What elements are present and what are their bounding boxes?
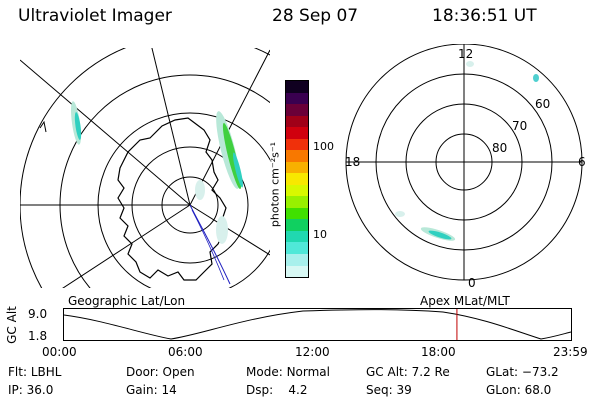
mlt-label-18: 18 bbox=[345, 155, 361, 169]
colorbar bbox=[285, 80, 309, 278]
time-tick-2359: 23:59 bbox=[553, 345, 588, 359]
mlt-label-0: 0 bbox=[468, 276, 476, 290]
colorbar-tick-100: 100 bbox=[313, 140, 334, 153]
colorbar-segment bbox=[286, 92, 308, 105]
altitude-tick-high: 9.0 bbox=[28, 307, 48, 321]
mlt-label-6: 6 bbox=[578, 155, 586, 169]
instrument-title: Ultraviolet Imager bbox=[18, 6, 172, 26]
lat-circle bbox=[59, 74, 270, 288]
colorbar-unit-label: photon cm⁻²s⁻¹ bbox=[268, 141, 282, 228]
polar-panel-label: Apex MLat/MLT bbox=[420, 294, 510, 308]
colorbar-segment bbox=[286, 265, 308, 278]
colorbar-segment bbox=[286, 138, 308, 151]
altitude-tick-low: 1.8 bbox=[28, 329, 48, 343]
meridian-line bbox=[189, 204, 270, 256]
status-flt: Flt: LBHL bbox=[8, 365, 62, 379]
meridian-line bbox=[20, 59, 191, 206]
status-mode: Mode: Normal bbox=[246, 365, 330, 379]
time-label: 18:36:51 UT bbox=[432, 6, 537, 26]
mlat-label-80: 80 bbox=[492, 141, 508, 155]
mlat-label-70: 70 bbox=[512, 119, 528, 133]
colorbar-segment bbox=[286, 253, 308, 266]
orbit-track bbox=[191, 209, 225, 281]
time-tick-0600: 06:00 bbox=[168, 345, 203, 359]
orbit-track bbox=[189, 204, 231, 285]
colorbar-segment bbox=[286, 104, 308, 116]
colorbar-segment bbox=[286, 161, 308, 174]
time-tick-1200: 12:00 bbox=[295, 345, 330, 359]
date-label: 28 Sep 07 bbox=[272, 6, 359, 26]
colorbar-segment bbox=[286, 81, 308, 93]
colorbar-tick-10: 10 bbox=[313, 228, 327, 241]
altitude-curve bbox=[63, 309, 572, 340]
colorbar-segment bbox=[286, 196, 308, 208]
geo-panel-label: Geographic Lat/Lon bbox=[68, 294, 186, 308]
continent-outline bbox=[117, 117, 227, 281]
mlt-label-12: 12 bbox=[458, 47, 474, 61]
status-ip: IP: 36.0 bbox=[8, 383, 54, 397]
status-seq: Seq: 39 bbox=[366, 383, 412, 397]
geographic-map bbox=[20, 48, 270, 288]
status-gain: Gain: 14 bbox=[126, 383, 177, 397]
colorbar-segment bbox=[286, 173, 308, 185]
status-glat: GLat: −73.2 bbox=[486, 365, 559, 379]
status-door: Door: Open bbox=[126, 365, 195, 379]
time-tick-0000: 00:00 bbox=[42, 345, 77, 359]
meridian-line bbox=[189, 49, 270, 206]
colorbar-segment bbox=[286, 242, 308, 254]
altitude-axis-label: GC Alt bbox=[5, 306, 19, 344]
status-glon: GLon: 68.0 bbox=[486, 383, 552, 397]
status-dsp: Dsp: 4.2 bbox=[246, 383, 308, 397]
time-tick-1800: 18:00 bbox=[421, 345, 456, 359]
colorbar-segment bbox=[286, 184, 308, 197]
colorbar-segment bbox=[286, 115, 308, 128]
mlat-label-60: 60 bbox=[535, 97, 551, 111]
colorbar-segment bbox=[286, 150, 308, 162]
coastline-fragment bbox=[39, 120, 47, 133]
meridian-line bbox=[62, 204, 191, 288]
colorbar-segment bbox=[286, 127, 308, 139]
altitude-plot bbox=[63, 308, 572, 341]
colorbar-segment bbox=[286, 230, 308, 243]
status-gc-alt: GC Alt: 7.2 Re bbox=[366, 365, 450, 379]
lat-circle bbox=[20, 48, 270, 288]
polar-plot bbox=[345, 44, 583, 281]
colorbar-segment bbox=[286, 207, 308, 220]
colorbar-segment bbox=[286, 219, 308, 231]
